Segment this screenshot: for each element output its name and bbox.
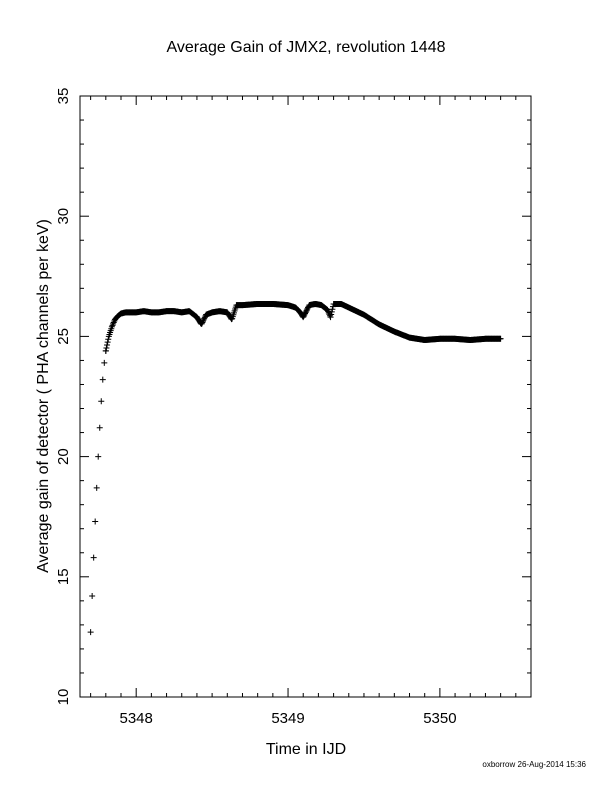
data-series (87, 300, 504, 636)
data-point (92, 518, 99, 525)
data-point (104, 339, 111, 346)
data-point (93, 484, 100, 491)
y-axis-label: Average gain of detector ( PHA channels … (35, 219, 52, 573)
data-point (109, 322, 116, 329)
x-tick-label: 5350 (423, 710, 456, 727)
x-axis-label: Time in IJD (266, 741, 346, 758)
data-point (87, 629, 94, 636)
x-tick-label: 5349 (271, 710, 304, 727)
data-point (200, 318, 206, 325)
data-point (324, 306, 331, 313)
data-point (90, 554, 97, 561)
data-point (101, 359, 108, 366)
data-point (103, 344, 110, 351)
axis-tick-labels: 5348 5349 5350 10 15 20 25 30 35 (55, 88, 457, 727)
chart-title: Average Gain of JMX2, revolution 1448 (167, 39, 446, 56)
data-point (110, 319, 117, 326)
data-point (102, 347, 109, 354)
data-point (104, 342, 111, 349)
data-point (328, 311, 335, 318)
data-point (326, 312, 333, 319)
data-point (497, 335, 504, 342)
y-tick-label: 35 (55, 88, 72, 105)
data-point (198, 320, 205, 327)
plot-frame (79, 95, 532, 698)
axis-ticks (80, 96, 532, 697)
data-point (329, 306, 336, 313)
y-tick-label: 10 (55, 689, 72, 706)
y-tick-label: 30 (55, 208, 72, 225)
data-point (200, 316, 207, 323)
y-tick-label: 20 (55, 448, 72, 465)
data-point (98, 398, 105, 405)
data-point (96, 424, 103, 431)
data-point (99, 376, 106, 383)
data-point (199, 319, 206, 326)
y-tick-label: 25 (55, 328, 72, 345)
data-point (110, 320, 117, 327)
data-point (108, 323, 115, 330)
data-point (95, 453, 102, 460)
y-tick-label: 15 (55, 568, 72, 585)
data-point (328, 308, 335, 315)
data-point (105, 336, 112, 343)
footer-timestamp: oxborrow 26-Aug-2014 15:36 (482, 760, 586, 769)
data-point (201, 315, 208, 322)
data-point (89, 593, 96, 600)
data-point (327, 314, 334, 321)
x-tick-label: 5348 (119, 710, 152, 727)
